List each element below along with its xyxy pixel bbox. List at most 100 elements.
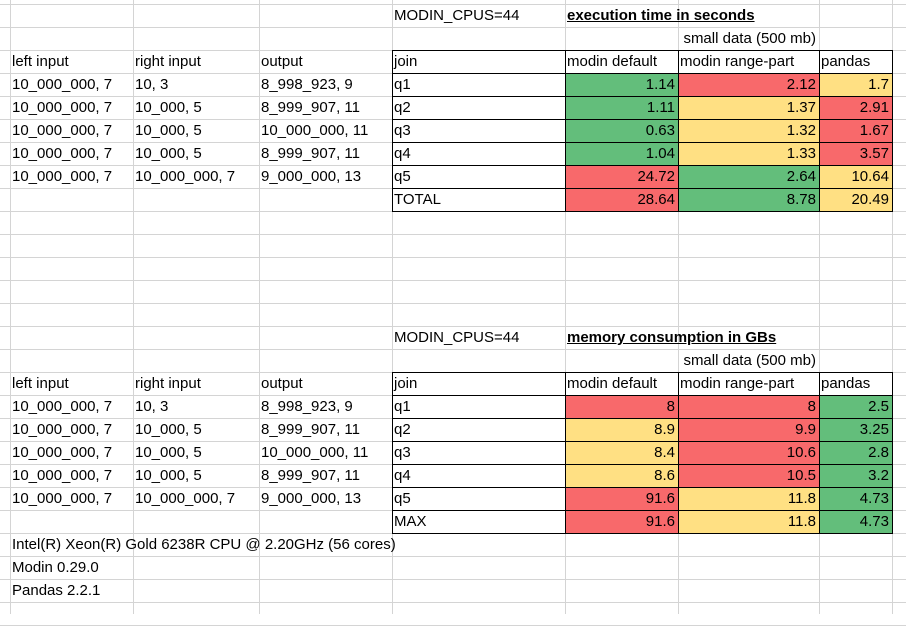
column-header[interactable]: pandas [821, 53, 871, 70]
left-input-cell[interactable]: 10_000_000, 7 [12, 145, 113, 162]
join-cell[interactable]: q3 [394, 122, 411, 139]
value-cell[interactable]: 1.33 [678, 142, 819, 165]
left-input-cell[interactable]: 10_000_000, 7 [12, 99, 113, 116]
left-input-cell[interactable]: 10_000_000, 7 [12, 398, 113, 415]
value-cell[interactable]: 2.8 [819, 441, 892, 464]
value-cell[interactable]: 2.64 [678, 165, 819, 188]
value-cell[interactable]: 10.6 [678, 441, 819, 464]
column-header[interactable]: modin default [567, 375, 658, 392]
join-cell[interactable]: q5 [394, 490, 411, 507]
table-subtitle[interactable]: small data (500 mb) [683, 352, 816, 369]
right-input-cell[interactable]: 10, 3 [135, 76, 169, 93]
join-cell[interactable]: q4 [394, 145, 411, 162]
footer-note[interactable]: Pandas 2.2.1 [12, 582, 101, 599]
output-cell[interactable]: 8_998_923, 9 [261, 76, 353, 93]
output-cell[interactable]: 8_999_907, 11 [261, 467, 360, 484]
env-label[interactable]: MODIN_CPUS=44 [394, 329, 520, 346]
table-title[interactable]: execution time in seconds [567, 7, 755, 24]
column-header[interactable]: modin range-part [680, 375, 795, 392]
join-cell[interactable]: q1 [394, 398, 411, 415]
left-input-cell[interactable]: 10_000_000, 7 [12, 444, 113, 461]
join-cell[interactable]: q4 [394, 467, 411, 484]
value-cell[interactable]: 1.32 [678, 119, 819, 142]
value-cell[interactable]: 0.63 [565, 119, 678, 142]
value-cell[interactable]: 3.2 [819, 464, 892, 487]
output-cell[interactable]: 9_000_000, 13 [261, 490, 362, 507]
join-cell[interactable]: q5 [394, 168, 411, 185]
column-header[interactable]: left input [12, 375, 69, 392]
value-cell[interactable]: 9.9 [678, 418, 819, 441]
value-cell[interactable]: 2.91 [819, 96, 892, 119]
column-header[interactable]: left input [12, 53, 69, 70]
value-cell[interactable]: 1.67 [819, 119, 892, 142]
value-cell[interactable]: 8 [678, 395, 819, 418]
left-input-cell[interactable]: 10_000_000, 7 [12, 467, 113, 484]
column-header[interactable]: pandas [821, 375, 871, 392]
value-cell[interactable]: 3.57 [819, 142, 892, 165]
value-cell[interactable]: 4.73 [819, 487, 892, 510]
value-cell[interactable]: 1.37 [678, 96, 819, 119]
column-header[interactable]: output [261, 375, 303, 392]
output-cell[interactable]: 8_999_907, 11 [261, 145, 360, 162]
column-header[interactable]: output [261, 53, 303, 70]
footer-note[interactable]: Intel(R) Xeon(R) Gold 6238R CPU @ 2.20GH… [12, 536, 396, 553]
value-cell[interactable]: 10.64 [819, 165, 892, 188]
total-value-cell[interactable]: 4.73 [819, 510, 892, 533]
table-title[interactable]: memory consumption in GBs [567, 329, 777, 346]
value-cell[interactable]: 2.5 [819, 395, 892, 418]
total-value-cell[interactable]: 8.78 [678, 188, 819, 211]
right-input-cell[interactable]: 10, 3 [135, 398, 169, 415]
value-cell[interactable]: 8 [565, 395, 678, 418]
value-cell[interactable]: 8.9 [565, 418, 678, 441]
right-input-cell[interactable]: 10_000, 5 [135, 467, 202, 484]
value-cell[interactable]: 91.6 [565, 487, 678, 510]
left-input-cell[interactable]: 10_000_000, 7 [12, 168, 113, 185]
output-cell[interactable]: 8_999_907, 11 [261, 421, 360, 438]
output-cell[interactable]: 10_000_000, 11 [261, 444, 369, 461]
output-cell[interactable]: 8_998_923, 9 [261, 398, 353, 415]
column-header[interactable]: modin range-part [680, 53, 795, 70]
value-cell[interactable]: 1.7 [819, 73, 892, 96]
total-value-cell[interactable]: 91.6 [565, 510, 678, 533]
join-cell[interactable]: q3 [394, 444, 411, 461]
left-input-cell[interactable]: 10_000_000, 7 [12, 122, 113, 139]
right-input-cell[interactable]: 10_000, 5 [135, 444, 202, 461]
env-label[interactable]: MODIN_CPUS=44 [394, 7, 520, 24]
total-value-cell[interactable]: 28.64 [565, 188, 678, 211]
right-input-cell[interactable]: 10_000, 5 [135, 421, 202, 438]
value-cell[interactable]: 2.12 [678, 73, 819, 96]
column-header[interactable]: right input [135, 53, 201, 70]
right-input-cell[interactable]: 10_000_000, 7 [135, 490, 236, 507]
value-cell[interactable]: 8.6 [565, 464, 678, 487]
join-cell[interactable]: q2 [394, 421, 411, 438]
value-cell[interactable]: 24.72 [565, 165, 678, 188]
join-cell[interactable]: q1 [394, 76, 411, 93]
value-cell[interactable]: 8.4 [565, 441, 678, 464]
left-input-cell[interactable]: 10_000_000, 7 [12, 490, 113, 507]
right-input-cell[interactable]: 10_000, 5 [135, 122, 202, 139]
total-label[interactable]: MAX [394, 513, 427, 530]
left-input-cell[interactable]: 10_000_000, 7 [12, 421, 113, 438]
column-header[interactable]: right input [135, 375, 201, 392]
value-cell[interactable]: 10.5 [678, 464, 819, 487]
right-input-cell[interactable]: 10_000_000, 7 [135, 168, 236, 185]
join-cell[interactable]: q2 [394, 99, 411, 116]
value-cell[interactable]: 3.25 [819, 418, 892, 441]
value-cell[interactable]: 1.04 [565, 142, 678, 165]
value-cell[interactable]: 1.11 [565, 96, 678, 119]
column-header[interactable]: join [394, 375, 418, 392]
total-value-cell[interactable]: 20.49 [819, 188, 892, 211]
total-label[interactable]: TOTAL [394, 191, 441, 208]
right-input-cell[interactable]: 10_000, 5 [135, 99, 202, 116]
output-cell[interactable]: 8_999_907, 11 [261, 99, 360, 116]
right-input-cell[interactable]: 10_000, 5 [135, 145, 202, 162]
output-cell[interactable]: 10_000_000, 11 [261, 122, 369, 139]
left-input-cell[interactable]: 10_000_000, 7 [12, 76, 113, 93]
value-cell[interactable]: 1.14 [565, 73, 678, 96]
output-cell[interactable]: 9_000_000, 13 [261, 168, 362, 185]
value-cell[interactable]: 11.8 [678, 487, 819, 510]
column-header[interactable]: join [394, 53, 418, 70]
column-header[interactable]: modin default [567, 53, 658, 70]
total-value-cell[interactable]: 11.8 [678, 510, 819, 533]
footer-note[interactable]: Modin 0.29.0 [12, 559, 99, 576]
